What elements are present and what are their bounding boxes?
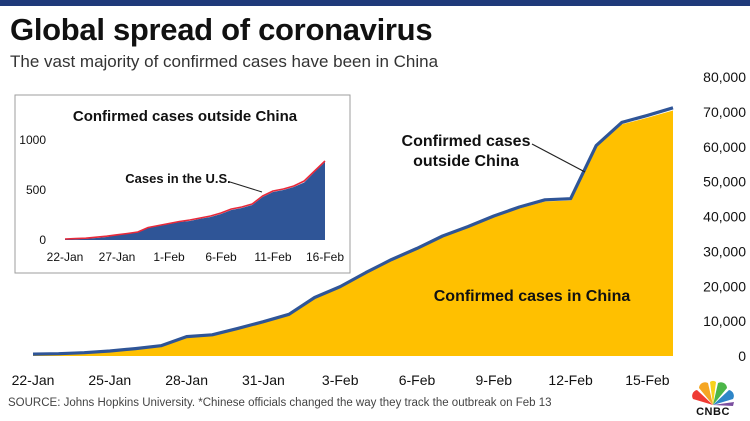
main-x-tick-label: 28-Jan xyxy=(165,372,208,388)
main-y-tick-label: 0 xyxy=(738,348,746,364)
inset-x-tick-label: 16-Feb xyxy=(306,250,344,264)
main-plot-area xyxy=(32,106,674,356)
main-y-tick-label: 20,000 xyxy=(703,278,746,294)
inset-x-tick-label: 27-Jan xyxy=(99,250,136,264)
us-series-label: Cases in the U.S. xyxy=(125,171,230,186)
main-x-tick-label: 9-Feb xyxy=(476,372,513,388)
inset-x-axis: 22-Jan 27-Jan 1-Feb 6-Feb 11-Feb 16-Feb xyxy=(47,250,345,264)
inset-x-tick-label: 22-Jan xyxy=(47,250,84,264)
main-y-tick-label: 10,000 xyxy=(703,313,746,329)
inset-x-tick-label: 1-Feb xyxy=(153,250,185,264)
inset-y-tick-label: 500 xyxy=(26,183,46,197)
outside-china-line xyxy=(32,106,674,356)
main-x-tick-label: 25-Jan xyxy=(88,372,131,388)
main-y-tick-label: 40,000 xyxy=(703,209,746,225)
inset-frame xyxy=(14,94,351,274)
inset-x-tick-label: 6-Feb xyxy=(205,250,237,264)
main-y-axis: 0 10,000 20,000 30,000 40,000 50,000 60,000 70,… xyxy=(703,69,746,364)
china-area xyxy=(33,110,673,356)
chart-subtitle: The vast majority of confirmed cases hav… xyxy=(10,52,439,71)
main-x-tick-label: 15-Feb xyxy=(625,372,670,388)
chart-title: Global spread of coronavirus xyxy=(10,12,433,47)
main-y-tick-label: 60,000 xyxy=(703,139,746,155)
main-x-axis: 22-Jan 25-Jan 28-Jan 31-Jan 3-Feb 6-Feb 9-Feb 1… xyxy=(12,372,670,388)
inset-y-axis: 0 500 1000 xyxy=(19,133,46,247)
inset-x-tick-label: 11-Feb xyxy=(254,250,291,264)
inset-us-line xyxy=(64,160,326,240)
peacock-icon xyxy=(692,381,734,406)
inset-plot-area xyxy=(64,160,326,240)
cnbc-logo: CNBC xyxy=(682,378,744,418)
inset-title: Confirmed cases outside China xyxy=(73,108,298,125)
inset-y-tick-label: 0 xyxy=(39,233,46,247)
outside-china-leader-line xyxy=(531,143,586,173)
main-y-tick-label: 30,000 xyxy=(703,243,746,259)
main-x-tick-label: 12-Feb xyxy=(548,372,593,388)
main-x-tick-label: 22-Jan xyxy=(12,372,55,388)
main-y-tick-label: 70,000 xyxy=(703,104,746,120)
inset-y-tick-label: 1000 xyxy=(19,133,46,147)
source-note: SOURCE: Johns Hopkins University. *Chine… xyxy=(8,397,552,409)
main-x-tick-label: 6-Feb xyxy=(399,372,436,388)
us-leader-line xyxy=(229,181,263,193)
cnbc-logo-text: CNBC xyxy=(696,406,730,418)
outside-china-label-line2: outside China xyxy=(413,153,519,170)
top-accent-bar xyxy=(0,0,750,6)
inset-outside-china-area xyxy=(65,162,325,240)
main-x-tick-label: 31-Jan xyxy=(242,372,285,388)
main-x-tick-label: 3-Feb xyxy=(322,372,359,388)
main-y-tick-label: 80,000 xyxy=(703,69,746,85)
outside-china-label-line1: Confirmed cases xyxy=(402,133,531,150)
china-series-label: Confirmed cases in China xyxy=(434,288,631,305)
main-y-tick-label: 50,000 xyxy=(703,174,746,190)
